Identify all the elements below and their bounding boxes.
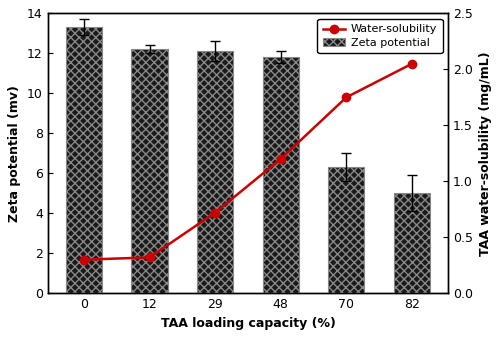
Bar — [262, 57, 299, 293]
Legend: Water-solubility, Zeta potential: Water-solubility, Zeta potential — [318, 19, 442, 53]
X-axis label: TAA loading capacity (%): TAA loading capacity (%) — [160, 317, 336, 330]
Bar — [328, 167, 364, 293]
Y-axis label: TAA water-solubility (mg/mL): TAA water-solubility (mg/mL) — [478, 51, 492, 256]
Bar — [132, 49, 168, 293]
Bar — [197, 51, 233, 293]
Bar — [394, 193, 430, 293]
Y-axis label: Zeta potential (mv): Zeta potential (mv) — [8, 85, 22, 222]
Bar — [66, 27, 102, 293]
